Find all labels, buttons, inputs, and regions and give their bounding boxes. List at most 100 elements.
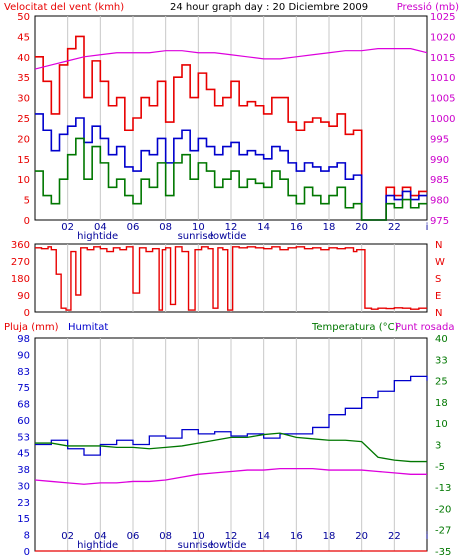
wind-speed-axis-title: Velocitat del vent (kmh) xyxy=(4,2,124,13)
temperature-tick: 18 xyxy=(435,398,448,409)
rain-humidity-tick: 68 xyxy=(17,400,30,411)
x-tick-label: 06 xyxy=(127,531,140,542)
rain-humidity-tick: 0 xyxy=(24,547,30,558)
left-tick-label: 15 xyxy=(17,155,30,166)
rain-humidity-tick: 75 xyxy=(17,383,30,394)
rain-humidity-tick: 30 xyxy=(17,481,30,492)
x-tick-label: 10 xyxy=(192,222,205,233)
dew-point-line xyxy=(34,467,427,485)
x-tick-label: 04 xyxy=(94,222,107,233)
x-sublabel-sunrise: sunrise xyxy=(178,540,214,551)
right-tick-label: 1020 xyxy=(430,32,455,43)
rain-humidity-tick: 15 xyxy=(17,514,30,525)
right-tick-label: 1010 xyxy=(430,73,455,84)
compass-point-tick: S xyxy=(435,274,441,285)
rain-humidity-tick: 53 xyxy=(17,432,30,443)
compass-point-tick: W xyxy=(435,257,445,268)
humidity-axis-title: Humitat xyxy=(68,322,108,333)
x-sublabel-sunrise: sunrise xyxy=(178,231,214,242)
x-sublabel-lowtide: lowtide xyxy=(210,540,246,551)
right-tick-label: 985 xyxy=(430,175,449,186)
x-sublabel-hightide: hightide xyxy=(77,231,118,242)
compass-point-tick: E xyxy=(435,291,441,302)
x-tick-label: 02 xyxy=(61,222,74,233)
x-tick-label: 14 xyxy=(257,222,270,233)
right-tick-label: 1015 xyxy=(430,53,455,64)
left-tick-label: 40 xyxy=(17,53,30,64)
x-tick-label: 08 xyxy=(159,222,172,233)
x-tick-label: 22 xyxy=(388,222,401,233)
left-tick-label: 45 xyxy=(17,32,30,43)
x-tick-label: 20 xyxy=(355,222,368,233)
direction-degree-tick: 90 xyxy=(17,291,30,302)
right-tick-label: 995 xyxy=(430,134,449,145)
x-tick-label: 06 xyxy=(127,222,140,233)
x-tick-label: 12 xyxy=(225,222,238,233)
rain-humidity-tick: 45 xyxy=(17,449,30,460)
temperature-tick: -27 xyxy=(435,526,451,537)
rain-humidity-tick: 83 xyxy=(17,367,30,378)
direction-degree-tick: 0 xyxy=(24,308,30,319)
left-tick-label: 50 xyxy=(17,12,30,23)
x-tick-label: 04 xyxy=(94,531,107,542)
pressure-series-line xyxy=(34,48,428,70)
temperature-tick: 10 xyxy=(435,419,448,430)
rain-humidity-tick: 98 xyxy=(17,334,30,345)
x-sublabel-hightide: hightide xyxy=(77,540,118,551)
wind-series-line-2 xyxy=(35,137,427,221)
left-tick-label: 30 xyxy=(17,94,30,105)
direction-degree-tick: 270 xyxy=(11,257,30,268)
direction-degree-tick: 180 xyxy=(11,274,30,285)
x-tick-label: 20 xyxy=(355,531,368,542)
rain-humidity-tick: 8 xyxy=(24,531,30,542)
rain-humidity-tick: 90 xyxy=(17,350,30,361)
left-tick-label: 10 xyxy=(17,175,30,186)
temperature-tick: -13 xyxy=(435,483,451,494)
right-tick-label: 1005 xyxy=(430,94,455,105)
rain-humidity-tick: 23 xyxy=(17,498,30,509)
rain-humidity-tick: 60 xyxy=(17,416,30,427)
x-tick-label: 16 xyxy=(290,222,303,233)
temperature-tick: 3 xyxy=(435,441,441,452)
right-tick-label: 1025 xyxy=(430,12,455,23)
temperature-tick: 25 xyxy=(435,377,448,388)
x-tick-label: 08 xyxy=(159,531,172,542)
left-tick-label: 5 xyxy=(24,196,30,207)
x-tick-end-marker: i xyxy=(426,222,429,233)
x-tick-label: 10 xyxy=(192,531,205,542)
right-tick-label: 1000 xyxy=(430,114,455,125)
wind-series-line-1 xyxy=(35,113,427,221)
x-sublabel-lowtide: lowtide xyxy=(210,231,246,242)
left-tick-label: 0 xyxy=(24,216,30,227)
x-tick-label: 12 xyxy=(225,531,238,542)
pressure-axis-title: Pressió (mb) xyxy=(397,1,459,13)
rain-humidity-tick: 38 xyxy=(17,465,30,476)
right-tick-label: 980 xyxy=(430,196,449,207)
compass-point-tick: N xyxy=(435,240,442,251)
wind-direction-line xyxy=(35,246,427,311)
x-tick-label: 16 xyxy=(290,531,303,542)
x-tick-end-marker: i xyxy=(426,531,429,542)
x-tick-label: 14 xyxy=(257,531,270,542)
left-tick-label: 20 xyxy=(17,134,30,145)
x-tick-label: 02 xyxy=(61,531,74,542)
graph-title: 24 hour graph day : 20 Diciembre 2009 xyxy=(170,2,368,13)
rain-axis-title: Pluja (mm) xyxy=(4,322,59,333)
temperature-tick: 33 xyxy=(435,355,448,366)
x-tick-label: 18 xyxy=(323,531,336,542)
right-tick-label: 975 xyxy=(430,216,449,227)
temperature-tick: 40 xyxy=(435,334,448,345)
dew-point-axis-title: Punt rosada xyxy=(395,322,454,333)
direction-degree-tick: 360 xyxy=(11,240,30,251)
compass-point-tick: N xyxy=(435,308,442,319)
wind-series-line-0 xyxy=(35,35,427,221)
x-tick-label: 22 xyxy=(388,531,401,542)
right-tick-label: 990 xyxy=(430,155,449,166)
temperature-tick: -5 xyxy=(435,462,445,473)
temperature-tick: -35 xyxy=(435,547,451,558)
temperature-axis-title: Temperatura (°C) xyxy=(311,322,399,333)
left-tick-label: 35 xyxy=(17,73,30,84)
left-tick-label: 25 xyxy=(17,114,30,125)
